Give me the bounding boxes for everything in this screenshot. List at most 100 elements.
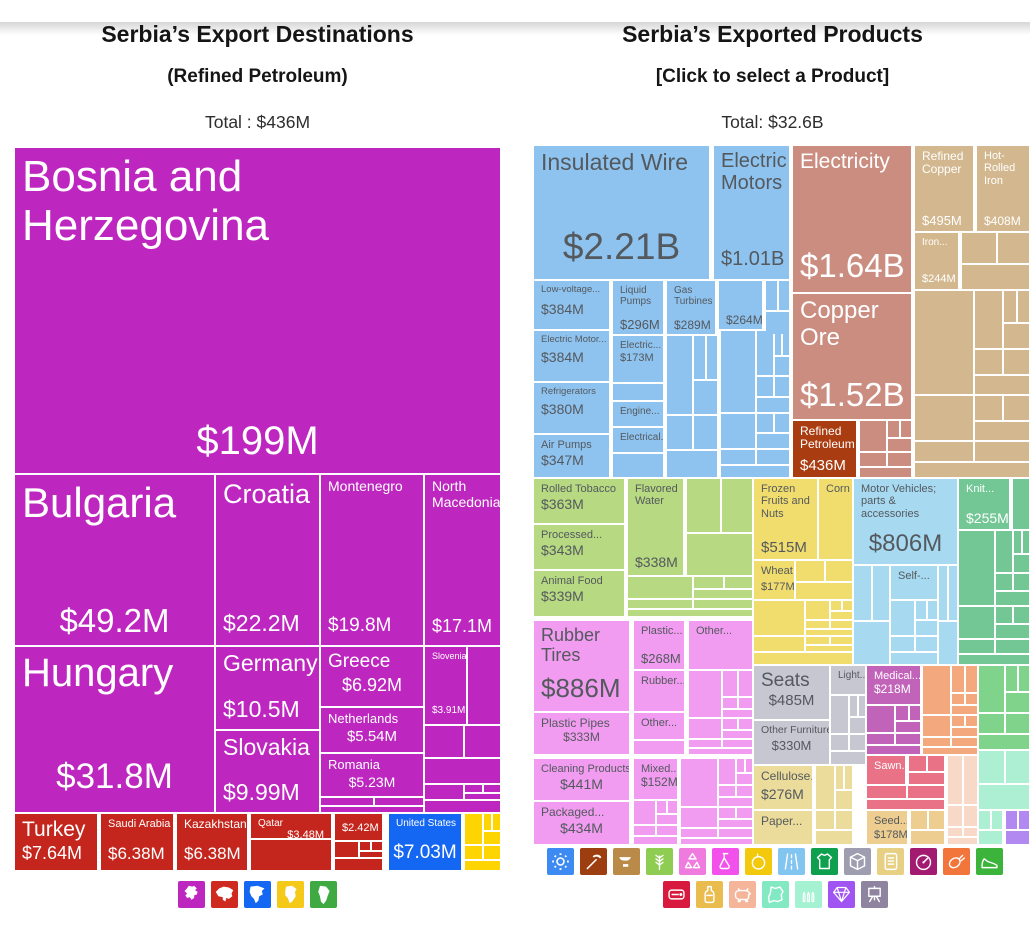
treemap-cell[interactable] — [806, 601, 829, 619]
treemap-cell[interactable] — [959, 640, 994, 653]
block-electric-motor[interactable]: Electric Motor... $384M — [534, 331, 609, 381]
treemap-cell[interactable] — [859, 696, 865, 716]
treemap-cell[interactable] — [775, 414, 789, 432]
treemap-cell[interactable] — [681, 808, 717, 827]
treemap-cell[interactable] — [754, 637, 804, 651]
block-bosnia-and-herzegovina[interactable]: Bosnia and Herzegovina $199M — [15, 148, 500, 473]
treemap-cell[interactable] — [888, 421, 899, 437]
treemap-cell[interactable] — [360, 842, 370, 850]
treemap-cell[interactable] — [667, 336, 692, 414]
treemap-cell[interactable] — [952, 706, 977, 714]
asia-icon[interactable] — [211, 881, 238, 908]
treemap-cell[interactable] — [911, 811, 927, 829]
block-plastic-pipes[interactable]: Plastic Pipes $333M — [534, 713, 629, 754]
treemap-cell[interactable] — [979, 811, 990, 829]
treemap-cell[interactable] — [845, 766, 852, 789]
treemap-cell[interactable] — [979, 666, 1004, 712]
treemap-cell[interactable] — [779, 281, 789, 310]
treemap-cell[interactable] — [1018, 291, 1029, 322]
treemap-cell[interactable] — [1019, 811, 1029, 829]
treemap-cell[interactable] — [952, 716, 964, 726]
treemap-cell[interactable] — [911, 831, 944, 844]
treemap-cell[interactable] — [867, 786, 906, 798]
treemap-cell[interactable] — [425, 801, 500, 812]
treemap-cell[interactable] — [966, 694, 977, 704]
treemap-cell[interactable] — [757, 450, 789, 464]
train-icon[interactable] — [662, 881, 690, 908]
treemap-cell[interactable] — [737, 759, 744, 772]
treemap-cell[interactable] — [739, 671, 752, 696]
block-insulated-wire[interactable]: Insulated Wire $2.21B — [534, 146, 709, 279]
treemap-cell[interactable] — [979, 735, 1029, 749]
block-copper-ore[interactable]: Copper Ore $1.52B — [793, 294, 911, 419]
treemap-cell[interactable] — [1004, 291, 1016, 322]
treemap-cell[interactable] — [694, 416, 717, 449]
treemap-cell[interactable] — [996, 574, 1012, 590]
block-cellulose[interactable]: Cellulose...$276M — [754, 766, 812, 809]
block-air-pumps[interactable]: Air Pumps $347M — [534, 435, 609, 477]
treemap-cell[interactable] — [465, 785, 482, 792]
pickaxe-icon[interactable] — [580, 848, 607, 875]
treemap-cell[interactable] — [694, 600, 752, 608]
south-america-icon[interactable] — [310, 881, 337, 908]
treemap-cell[interactable] — [1006, 714, 1029, 733]
block-electrical[interactable]: Electrical... — [613, 428, 663, 452]
africa-icon[interactable] — [277, 881, 304, 908]
treemap-cell[interactable] — [908, 786, 944, 798]
treemap-cell[interactable] — [719, 820, 752, 827]
block-seats[interactable]: Seats $485M — [754, 666, 829, 719]
tshirt-icon[interactable] — [811, 848, 838, 875]
treemap-cell[interactable] — [634, 826, 655, 835]
treemap-cell[interactable] — [962, 233, 996, 263]
block-liquid-pumps[interactable]: Liquid Pumps $296M — [613, 281, 663, 334]
treemap-cell[interactable] — [634, 837, 677, 844]
treemap-cell[interactable] — [757, 414, 773, 432]
treemap-cell[interactable] — [754, 601, 804, 635]
treemap-cell[interactable] — [493, 814, 500, 830]
treemap-cell[interactable] — [915, 396, 973, 440]
block-2-42m[interactable]: $2.42M — [335, 814, 382, 840]
treemap-cell[interactable] — [939, 566, 947, 620]
block-engine[interactable]: Engine... — [613, 402, 663, 426]
block-refined-petroleum[interactable]: Refined Petroleum $436M — [793, 421, 856, 477]
treemap-cell[interactable] — [888, 439, 911, 451]
treemap-cell[interactable] — [465, 846, 482, 859]
block-other[interactable]: Other... — [689, 621, 752, 669]
treemap-cell[interactable] — [465, 794, 500, 799]
treemap-cell[interactable] — [962, 265, 1029, 289]
treemap-cell[interactable] — [979, 714, 1004, 733]
treemap-cell[interactable] — [916, 637, 937, 651]
treemap-cell[interactable] — [687, 534, 752, 575]
block-rubber-tires[interactable]: Rubber Tires $886M — [534, 621, 629, 711]
treemap-cell[interactable] — [628, 577, 692, 598]
treemap-cell[interactable] — [1014, 531, 1021, 553]
treemap-cell[interactable] — [737, 774, 752, 784]
treemap-cell[interactable] — [952, 694, 964, 704]
treemap-cell[interactable] — [335, 859, 382, 870]
block-wheat[interactable]: Wheat $177M — [754, 561, 794, 599]
treemap-cell[interactable] — [796, 561, 824, 581]
treemap-cell[interactable] — [831, 696, 848, 733]
treemap-cell[interactable] — [966, 716, 977, 726]
treemap-cell[interactable] — [816, 811, 834, 829]
treemap-cell[interactable] — [689, 740, 721, 747]
treemap-cell[interactable] — [915, 442, 973, 461]
treemap-cell[interactable] — [746, 759, 752, 772]
block-germany[interactable]: Germany $10.5M — [216, 647, 319, 729]
treemap-cell[interactable] — [901, 421, 911, 437]
treemap-cell[interactable] — [719, 798, 752, 806]
treemap-cell[interactable] — [1006, 811, 1017, 829]
block-motor-vehicles-parts-accessories[interactable]: Motor Vehicles; parts & accessories $806M — [854, 479, 957, 564]
treemap-cell[interactable] — [1004, 324, 1029, 348]
block-electric[interactable]: Electric... $173M — [613, 336, 663, 382]
block-hungary[interactable]: Hungary $31.8M — [15, 647, 214, 812]
hide-icon[interactable] — [761, 881, 789, 908]
treemap-cell[interactable] — [996, 640, 1029, 653]
treemap-cell[interactable] — [891, 653, 937, 664]
treemap-cell[interactable] — [668, 801, 677, 813]
treemap-cell[interactable] — [923, 748, 977, 754]
treemap-cell[interactable] — [783, 331, 789, 355]
block-sawn[interactable]: Sawn... — [867, 756, 905, 784]
treemap-cell[interactable] — [737, 786, 752, 796]
block-gas-turbines[interactable]: Gas Turbines $289M — [667, 281, 715, 334]
